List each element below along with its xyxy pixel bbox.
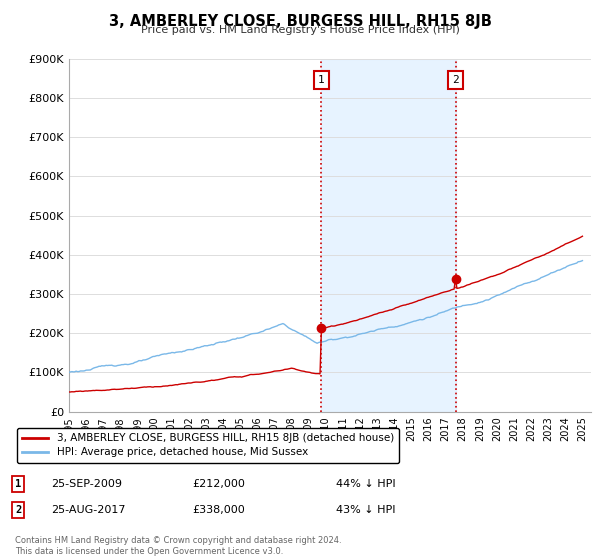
Text: 43% ↓ HPI: 43% ↓ HPI — [336, 505, 395, 515]
Text: 1: 1 — [15, 479, 21, 489]
Text: 44% ↓ HPI: 44% ↓ HPI — [336, 479, 395, 489]
Text: Price paid vs. HM Land Registry's House Price Index (HPI): Price paid vs. HM Land Registry's House … — [140, 25, 460, 35]
Text: 2: 2 — [15, 505, 21, 515]
Text: 1: 1 — [318, 74, 325, 85]
Text: 25-SEP-2009: 25-SEP-2009 — [51, 479, 122, 489]
Text: 25-AUG-2017: 25-AUG-2017 — [51, 505, 125, 515]
Text: 3, AMBERLEY CLOSE, BURGESS HILL, RH15 8JB: 3, AMBERLEY CLOSE, BURGESS HILL, RH15 8J… — [109, 14, 491, 29]
Legend: 3, AMBERLEY CLOSE, BURGESS HILL, RH15 8JB (detached house), HPI: Average price, : 3, AMBERLEY CLOSE, BURGESS HILL, RH15 8J… — [17, 428, 399, 463]
Bar — [322, 59, 455, 412]
Text: £338,000: £338,000 — [192, 505, 245, 515]
Text: Contains HM Land Registry data © Crown copyright and database right 2024.
This d: Contains HM Land Registry data © Crown c… — [15, 536, 341, 556]
Text: 2: 2 — [452, 74, 459, 85]
Text: £212,000: £212,000 — [192, 479, 245, 489]
